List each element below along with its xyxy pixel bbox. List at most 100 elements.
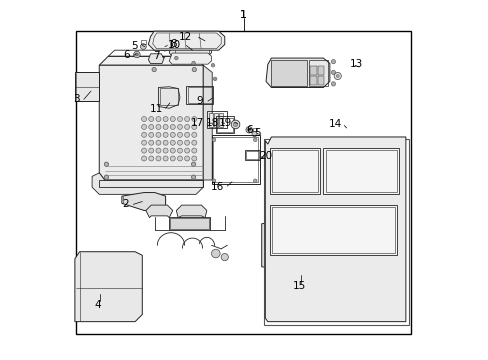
Bar [186, 86, 213, 104]
Circle shape [192, 67, 196, 72]
Circle shape [170, 117, 175, 122]
Circle shape [191, 117, 196, 122]
Circle shape [212, 138, 215, 141]
Bar [264, 139, 408, 325]
Circle shape [161, 44, 168, 51]
Polygon shape [75, 252, 142, 321]
Circle shape [148, 156, 153, 161]
Bar [206, 111, 226, 128]
Circle shape [336, 75, 339, 77]
Circle shape [156, 132, 161, 137]
Polygon shape [265, 137, 405, 321]
Text: 9: 9 [196, 96, 203, 106]
Circle shape [170, 148, 175, 153]
Circle shape [191, 162, 195, 166]
Bar [271, 207, 394, 253]
Circle shape [211, 63, 214, 67]
Circle shape [148, 140, 153, 145]
Text: 6: 6 [246, 125, 252, 135]
Text: 7: 7 [153, 51, 160, 61]
Circle shape [142, 117, 146, 122]
Polygon shape [75, 72, 99, 101]
Circle shape [184, 140, 189, 145]
Bar [308, 60, 327, 86]
Bar [141, 40, 146, 44]
Bar [264, 225, 306, 265]
Text: 1: 1 [240, 10, 247, 20]
Polygon shape [265, 58, 329, 87]
Bar [325, 150, 396, 192]
Circle shape [142, 148, 146, 153]
Bar [323, 148, 398, 194]
Circle shape [184, 132, 189, 137]
Polygon shape [158, 87, 180, 108]
Bar [271, 60, 306, 86]
Text: 12: 12 [179, 32, 192, 42]
Circle shape [177, 117, 182, 122]
Circle shape [330, 70, 335, 75]
Circle shape [163, 156, 168, 161]
Circle shape [221, 253, 228, 261]
Polygon shape [169, 53, 211, 64]
Bar [213, 137, 258, 182]
Circle shape [211, 249, 220, 258]
Bar [214, 113, 218, 127]
Circle shape [148, 148, 153, 153]
Polygon shape [122, 193, 165, 211]
Bar [309, 76, 316, 85]
Polygon shape [145, 205, 172, 218]
Circle shape [142, 140, 146, 145]
Bar [246, 151, 258, 159]
Circle shape [191, 132, 196, 137]
Circle shape [163, 125, 168, 130]
Polygon shape [148, 54, 163, 63]
Bar [76, 31, 410, 334]
Bar [317, 76, 324, 85]
Circle shape [191, 175, 195, 179]
Bar [317, 66, 324, 75]
Circle shape [170, 156, 175, 161]
Circle shape [191, 125, 196, 130]
Bar [244, 149, 260, 160]
Circle shape [233, 122, 237, 127]
Circle shape [170, 132, 175, 137]
Circle shape [253, 179, 257, 183]
Circle shape [177, 148, 182, 153]
Circle shape [142, 125, 146, 130]
Circle shape [247, 129, 250, 131]
Circle shape [163, 140, 168, 145]
Circle shape [142, 132, 146, 137]
Polygon shape [261, 220, 308, 270]
Circle shape [170, 140, 175, 145]
Circle shape [333, 72, 341, 80]
Bar [160, 88, 178, 105]
Circle shape [163, 46, 166, 49]
Circle shape [177, 140, 182, 145]
Circle shape [245, 127, 252, 133]
Text: 2: 2 [122, 199, 129, 210]
Circle shape [163, 148, 168, 153]
Bar [252, 129, 257, 131]
Text: 15: 15 [292, 281, 305, 291]
Circle shape [104, 162, 108, 166]
Circle shape [156, 140, 161, 145]
Text: 1: 1 [240, 10, 247, 20]
Circle shape [212, 179, 215, 183]
Circle shape [191, 156, 196, 161]
Circle shape [104, 175, 108, 179]
Circle shape [330, 82, 335, 86]
Bar [269, 205, 396, 255]
Text: 20: 20 [259, 150, 272, 161]
Circle shape [135, 53, 138, 56]
Circle shape [142, 156, 146, 161]
Text: 11: 11 [149, 104, 163, 114]
Circle shape [140, 44, 146, 49]
Polygon shape [92, 173, 203, 194]
Circle shape [177, 132, 182, 137]
Circle shape [163, 117, 168, 122]
Text: 16: 16 [210, 182, 223, 192]
Text: 5: 5 [131, 41, 137, 50]
Polygon shape [176, 205, 206, 218]
Circle shape [184, 148, 189, 153]
Bar [217, 118, 233, 132]
